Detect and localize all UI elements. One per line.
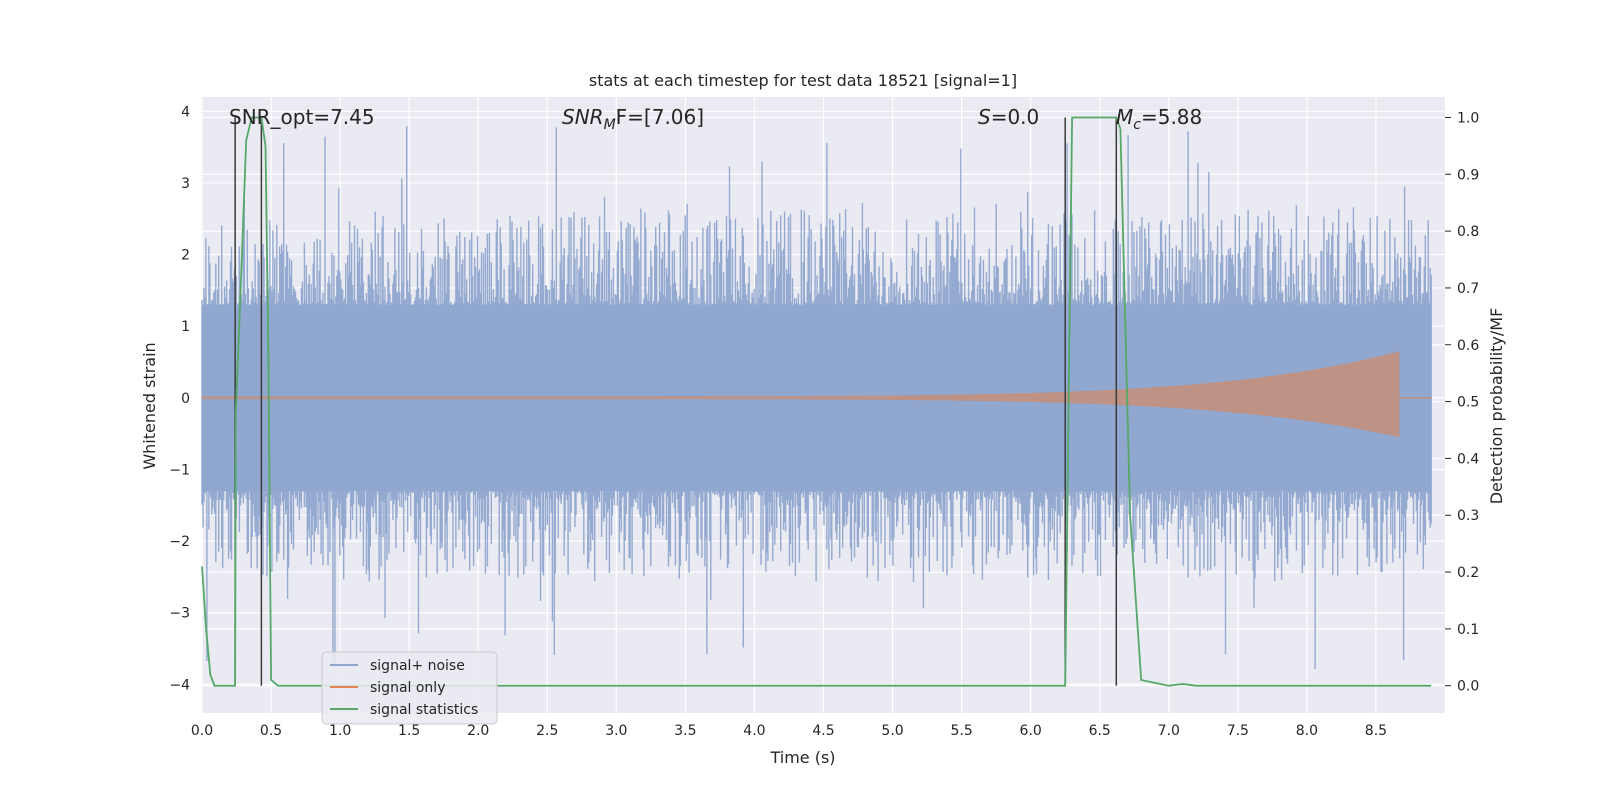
y-axis-right-ticks: 0.0 0.1 0.2 0.3 0.4 0.5 0.6 0.7 0.8 0.9 1.0: [1445, 110, 1479, 695]
x-tick-label: 6.0: [1020, 723, 1042, 739]
x-tick-label: 0.0: [191, 723, 213, 739]
y-right-tick-label: 1.0: [1457, 110, 1479, 126]
x-tick-label: 4.0: [743, 723, 765, 739]
x-tick-label: 4.5: [812, 723, 834, 739]
legend-label-noise: signal+ noise: [370, 658, 465, 674]
x-tick-label: 6.5: [1089, 723, 1111, 739]
x-tick-label: 1.0: [329, 723, 351, 739]
annotation-snr-opt: SNR_opt=7.45: [229, 105, 375, 129]
y-left-tick-label: −1: [169, 462, 190, 478]
y-left-tick-label: −3: [169, 606, 190, 622]
annotation-snr-mf-main: SNR: [562, 105, 604, 129]
legend-label-stats: signal statistics: [370, 702, 478, 718]
y-left-tick-label: 2: [181, 248, 190, 264]
annotation-snr-mf: SNRMF=[7.06]: [562, 105, 704, 133]
y-left-tick-label: 3: [181, 176, 190, 192]
y-left-tick-label: −4: [169, 677, 190, 693]
x-tick-label: 3.0: [605, 723, 627, 739]
y-axis-left-label: Whitened strain: [140, 342, 159, 469]
y-left-tick-label: −2: [169, 534, 190, 550]
x-tick-label: 8.0: [1296, 723, 1318, 739]
y-right-tick-label: 0.8: [1457, 224, 1479, 240]
legend-label-signal: signal only: [370, 680, 445, 696]
x-tick-label: 7.0: [1158, 723, 1180, 739]
annotation-mc-sub: c: [1133, 117, 1141, 133]
y-axis-left-ticks: −4 −3 −2 −1 0 1 2 3 4: [169, 104, 190, 693]
y-left-tick-label: 4: [181, 104, 190, 120]
y-right-tick-label: 0.9: [1457, 167, 1479, 183]
x-tick-label: 3.5: [674, 723, 696, 739]
y-right-tick-label: 0.3: [1457, 508, 1479, 524]
annotation-mc: Mc=5.88: [1116, 105, 1202, 133]
x-tick-label: 2.0: [467, 723, 489, 739]
y-axis-right-label: Detection probability/MF: [1487, 308, 1506, 505]
y-right-tick-label: 0.2: [1457, 565, 1479, 581]
x-tick-label: 0.5: [260, 723, 282, 739]
y-right-tick-label: 0.7: [1457, 281, 1479, 297]
x-axis-ticks: 0.0 0.5 1.0 1.5 2.0 2.5 3.0 3.5 4.0 4.5 5.0 5.5 6.0 6…: [191, 723, 1387, 739]
y-right-tick-label: 0.0: [1457, 679, 1479, 695]
legend: signal+ noise signal only signal statist…: [321, 651, 498, 725]
y-right-tick-label: 0.4: [1457, 451, 1479, 467]
x-tick-label: 2.5: [536, 723, 558, 739]
annotation-snr-mf-rest: F=[7.06]: [616, 105, 704, 129]
x-tick-label: 7.5: [1227, 723, 1249, 739]
signal-chirp: [202, 351, 1400, 438]
y-left-tick-label: 0: [181, 391, 190, 407]
legend-box: [321, 651, 498, 725]
annotation-s-rest: =0.0: [991, 105, 1040, 129]
x-axis-label: Time (s): [769, 748, 835, 767]
annotation-snr-mf-sub: M: [604, 117, 616, 133]
x-tick-label: 8.5: [1365, 723, 1387, 739]
annotation-mc-rest: =5.88: [1141, 105, 1202, 129]
annotation-mc-main: M: [1116, 105, 1133, 129]
y-right-tick-label: 0.5: [1457, 395, 1479, 411]
annotation-s-main: S: [978, 105, 991, 129]
annotation-s: S=0.0: [978, 105, 1039, 129]
series-line-signal-statistics: [201, 116, 1432, 687]
x-tick-label: 5.0: [881, 723, 903, 739]
chart-title: stats at each timestep for test data 185…: [589, 71, 1017, 90]
x-tick-label: 1.5: [398, 723, 420, 739]
y-right-tick-label: 0.6: [1457, 338, 1479, 354]
y-left-tick-label: 1: [181, 319, 190, 335]
signal-statistics-trace: [201, 116, 1432, 687]
y-right-tick-label: 0.1: [1457, 622, 1479, 638]
signal-only-trace: [202, 351, 1432, 438]
x-tick-label: 5.5: [950, 723, 972, 739]
